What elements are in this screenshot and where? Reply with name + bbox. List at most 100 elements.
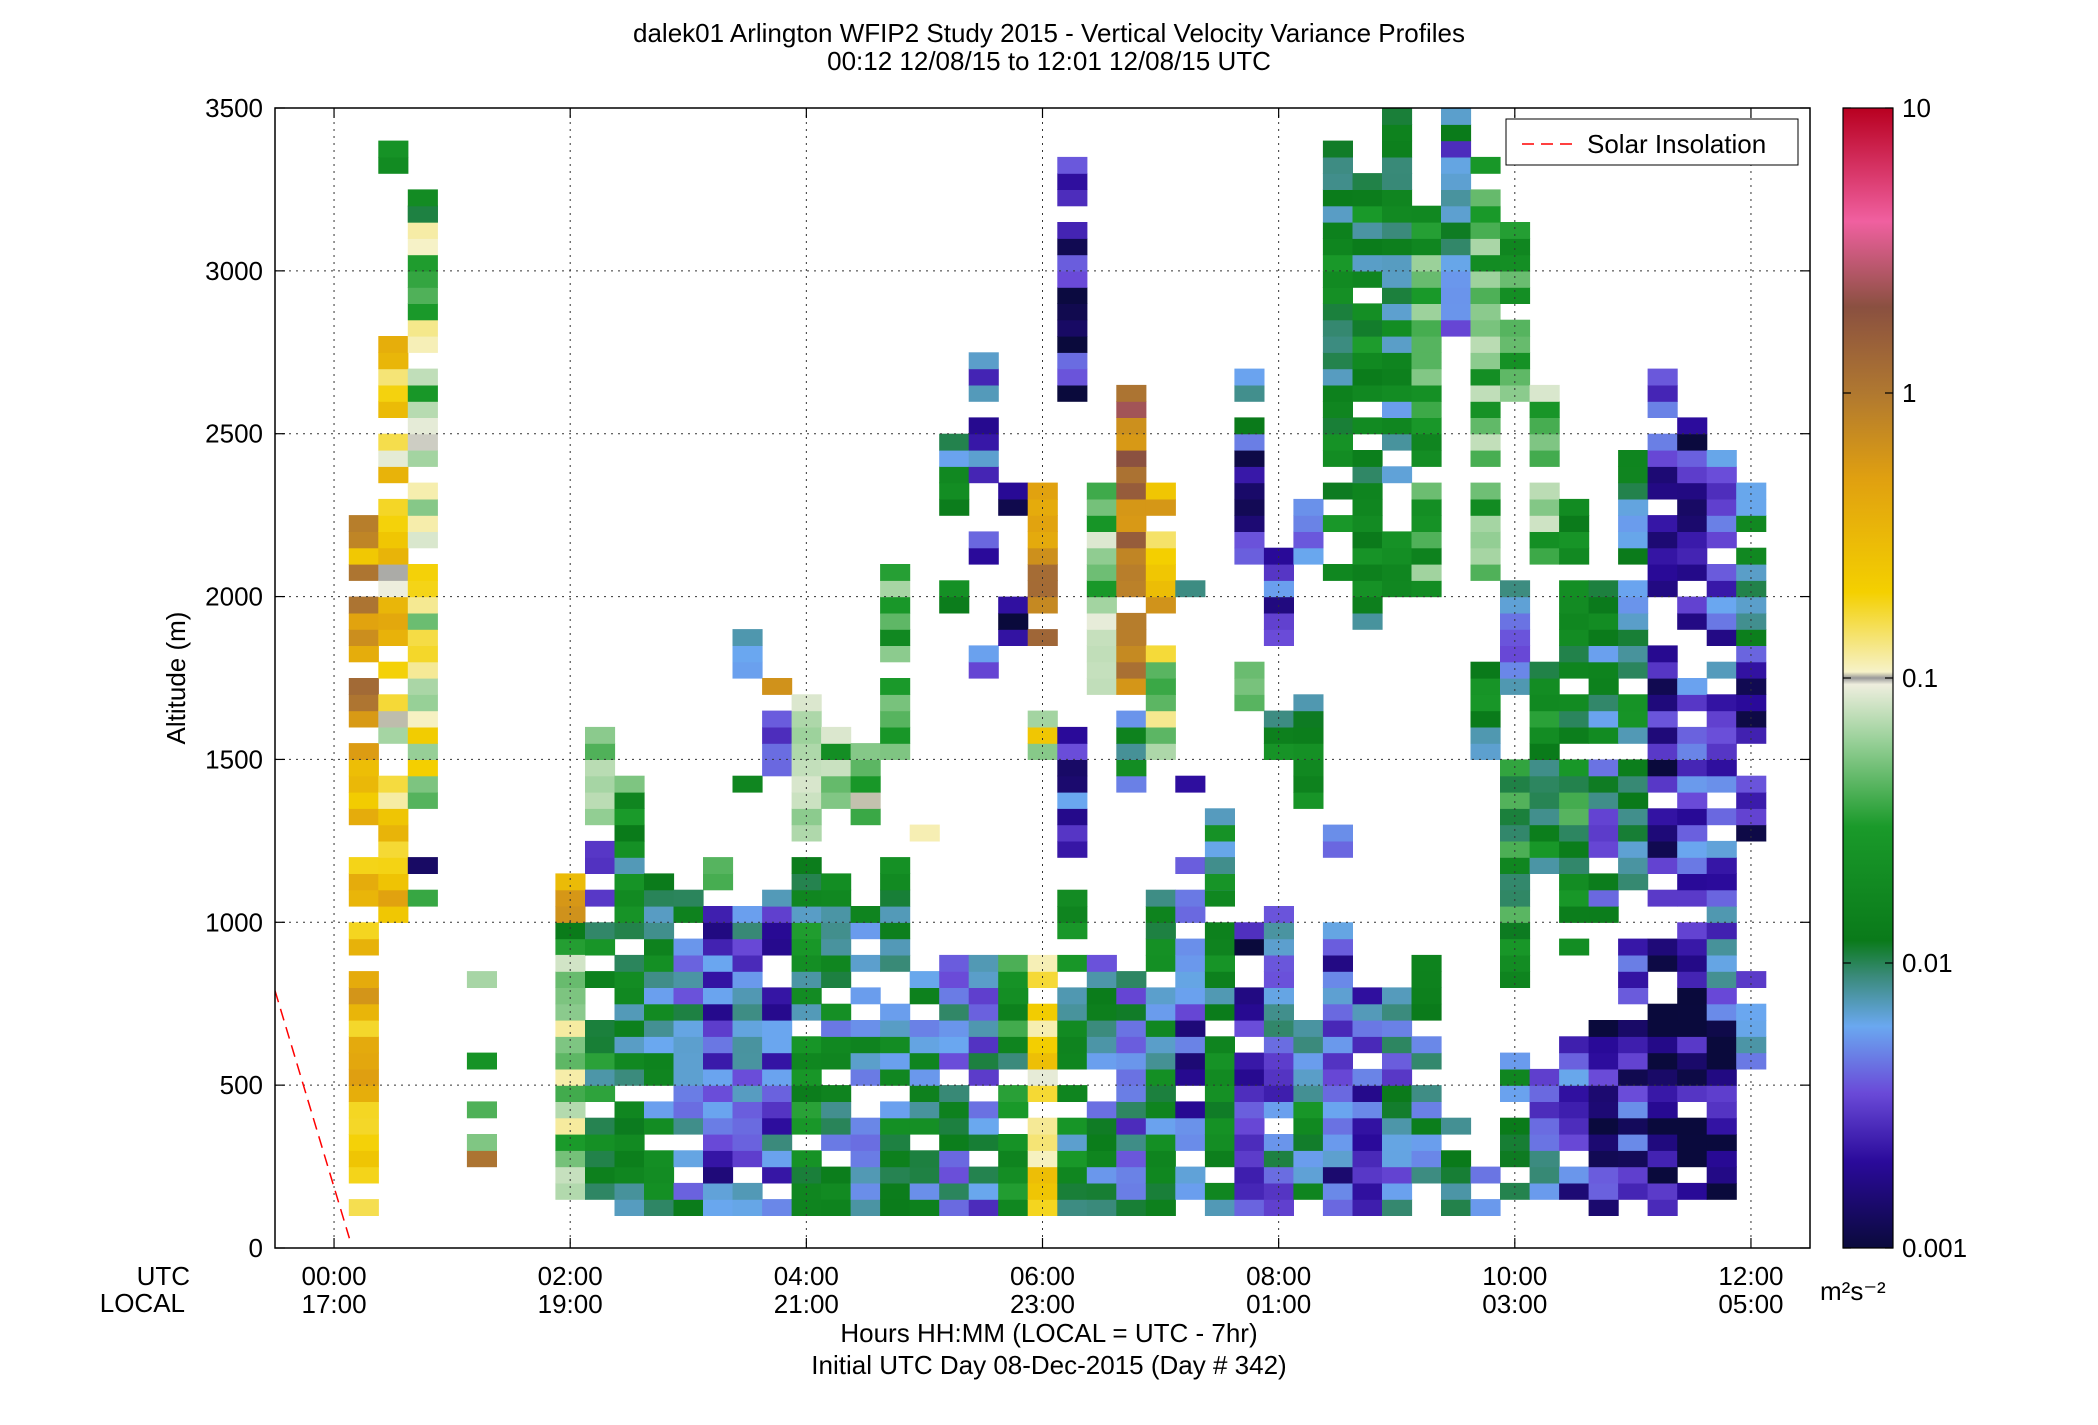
variance-cell — [1352, 547, 1383, 565]
variance-cell — [1529, 840, 1560, 858]
variance-cell — [1293, 775, 1324, 793]
variance-cell — [1500, 319, 1531, 337]
variance-cell — [1441, 108, 1472, 125]
variance-cell — [1204, 1052, 1235, 1070]
variance-cell — [1706, 661, 1737, 679]
variance-cell — [791, 743, 822, 760]
variance-cell — [614, 1182, 645, 1200]
variance-cell — [909, 1068, 940, 1086]
variance-cell — [1588, 1068, 1619, 1086]
variance-cell — [348, 1166, 379, 1184]
variance-cell — [1145, 1068, 1176, 1086]
variance-cell — [378, 792, 409, 809]
variance-cell — [1204, 808, 1235, 826]
variance-cell — [348, 1020, 379, 1037]
variance-cell — [585, 889, 616, 907]
variance-cell — [939, 1199, 970, 1216]
variance-cell — [555, 1134, 586, 1151]
variance-cell — [378, 564, 409, 581]
x-tick-label-local: 05:00 — [1718, 1289, 1783, 1319]
variance-cell — [1293, 1036, 1324, 1054]
variance-cell — [998, 612, 1029, 630]
variance-cell — [909, 971, 940, 988]
variance-cell — [1411, 270, 1442, 288]
variance-cell — [1736, 515, 1767, 532]
variance-cell — [821, 954, 852, 972]
variance-cell — [1352, 1150, 1383, 1168]
variance-cell — [1057, 238, 1088, 256]
variance-cell — [703, 1020, 734, 1037]
variance-cell — [1145, 678, 1176, 695]
variance-cell — [1500, 840, 1531, 858]
chart-subtitle: 00:12 12/08/15 to 12:01 12/08/15 UTC — [827, 46, 1271, 76]
variance-cell — [939, 1150, 970, 1168]
variance-cell — [1588, 596, 1619, 614]
variance-cell — [614, 792, 645, 809]
variance-cell — [1529, 661, 1560, 679]
variance-cell — [703, 1166, 734, 1184]
variance-cell — [703, 1003, 734, 1021]
variance-cell — [1618, 775, 1649, 793]
variance-cell — [1145, 580, 1176, 598]
variance-cell — [585, 840, 616, 858]
variance-cell — [1234, 1117, 1265, 1135]
variance-cell — [791, 873, 822, 891]
variance-cell — [348, 678, 379, 695]
variance-cell — [1677, 922, 1708, 940]
variance-cell — [1618, 938, 1649, 956]
variance-cell — [1677, 531, 1708, 549]
variance-cell — [1116, 1052, 1147, 1070]
variance-cell — [1411, 368, 1442, 386]
variance-cell — [1057, 336, 1088, 353]
variance-cell — [1057, 1199, 1088, 1216]
variance-cell — [968, 971, 999, 988]
variance-cell — [1677, 417, 1708, 435]
variance-cell — [1145, 531, 1176, 549]
variance-cell — [1677, 889, 1708, 907]
variance-cell — [968, 1182, 999, 1200]
variance-cell — [1175, 889, 1206, 907]
colorbar-tick-label: 0.1 — [1902, 663, 1938, 693]
variance-cell — [585, 759, 616, 777]
variance-cell — [466, 1101, 497, 1119]
variance-cell — [1352, 189, 1383, 207]
variance-cell — [1647, 645, 1678, 663]
variance-cell — [1382, 1101, 1413, 1119]
variance-cell — [1736, 564, 1767, 581]
variance-cell — [1618, 710, 1649, 728]
variance-cell — [968, 661, 999, 679]
variance-cell — [1382, 1117, 1413, 1135]
variance-cell — [1559, 629, 1590, 646]
variance-cell — [1677, 743, 1708, 760]
variance-cell — [1618, 1068, 1649, 1086]
variance-cell — [614, 1101, 645, 1119]
variance-cell — [1145, 596, 1176, 614]
variance-cell — [1441, 173, 1472, 190]
variance-cell — [762, 1036, 793, 1054]
variance-cell — [1293, 1020, 1324, 1037]
variance-cell — [909, 1052, 940, 1070]
variance-cell — [1500, 629, 1531, 646]
variance-cell — [1057, 1036, 1088, 1054]
variance-cell — [614, 857, 645, 874]
variance-cell — [585, 726, 616, 744]
heatmap-cells — [348, 108, 1767, 1216]
variance-cell — [1057, 808, 1088, 826]
x-axis-label: Hours HH:MM (LOCAL = UTC - 7hr) — [840, 1318, 1258, 1348]
variance-cell — [1647, 743, 1678, 760]
y-tick-label: 1500 — [205, 744, 263, 774]
variance-cell — [1234, 1003, 1265, 1021]
variance-cell — [555, 1117, 586, 1135]
variance-cell — [703, 857, 734, 874]
variance-cell — [1411, 954, 1442, 972]
variance-cell — [1559, 515, 1590, 532]
variance-cell — [998, 1166, 1029, 1184]
x-tick-label-utc: 10:00 — [1482, 1261, 1547, 1291]
variance-cell — [1441, 1199, 1472, 1216]
variance-cell — [850, 1020, 881, 1037]
variance-cell — [1263, 1182, 1294, 1200]
variance-cell — [1618, 596, 1649, 614]
variance-cell — [821, 759, 852, 777]
variance-cell — [939, 482, 970, 500]
variance-cell — [732, 1085, 763, 1102]
